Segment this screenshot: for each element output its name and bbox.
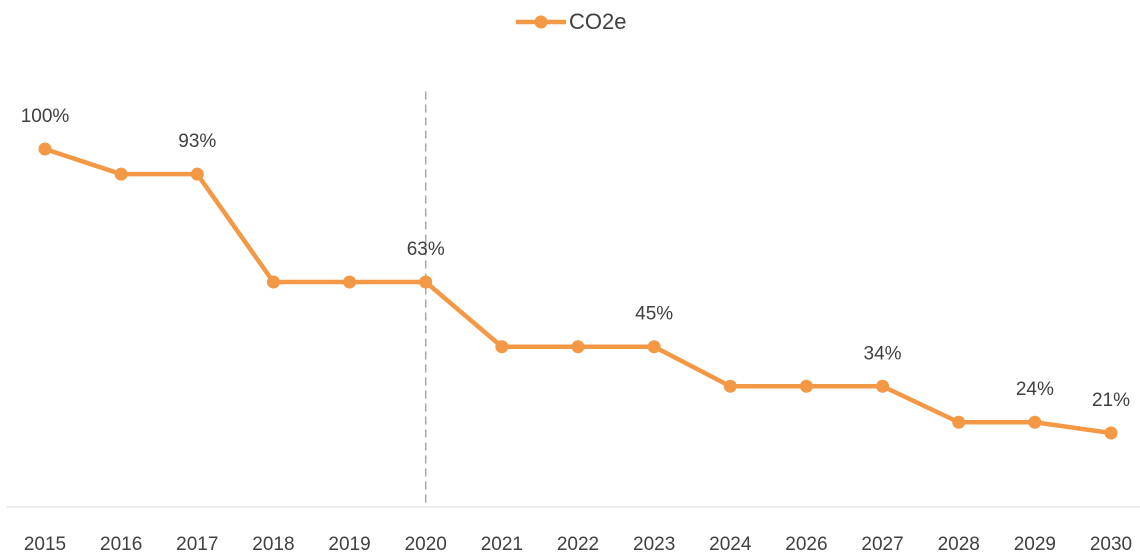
x-tick-label: 2022: [557, 534, 599, 554]
x-tick-label: 2015: [24, 534, 66, 554]
x-tick-label: 2026: [785, 534, 827, 554]
point: [799, 379, 813, 393]
point: [495, 340, 509, 354]
point: [114, 167, 128, 181]
x-tick-label: 2023: [633, 534, 675, 554]
point: [1028, 415, 1042, 429]
point: [876, 379, 890, 393]
data-label: 34%: [864, 343, 902, 364]
point: [723, 379, 737, 393]
point: [647, 340, 661, 354]
data-label: 100%: [21, 106, 70, 127]
legend-marker: [534, 15, 548, 29]
x-tick-label: 2020: [405, 534, 447, 554]
point: [38, 142, 52, 156]
data-label: 45%: [635, 304, 673, 325]
data-label: 21%: [1092, 390, 1130, 411]
point: [190, 167, 204, 181]
x-tick-label: 2029: [1014, 534, 1056, 554]
x-tick-label: 2021: [481, 534, 523, 554]
series-line: [44, 146, 1112, 436]
legend-label: CO2e: [569, 9, 626, 34]
data-label: 93%: [178, 131, 216, 152]
data-label: 24%: [1016, 379, 1054, 400]
x-tick-label: 2017: [176, 534, 218, 554]
data-label: 63%: [407, 239, 445, 260]
point: [266, 275, 280, 289]
point: [1104, 426, 1118, 440]
x-tick-label: 2030: [1090, 534, 1132, 554]
point: [343, 275, 357, 289]
point: [952, 415, 966, 429]
x-tick-label: 2018: [252, 534, 294, 554]
x-tick-label: 2027: [861, 534, 903, 554]
point: [571, 340, 585, 354]
x-tick-label: 2016: [100, 534, 142, 554]
x-tick-label: 2024: [709, 534, 752, 554]
x-tick-label: 2019: [328, 534, 370, 554]
x-tick-label: 2028: [938, 534, 980, 554]
point: [419, 275, 433, 289]
